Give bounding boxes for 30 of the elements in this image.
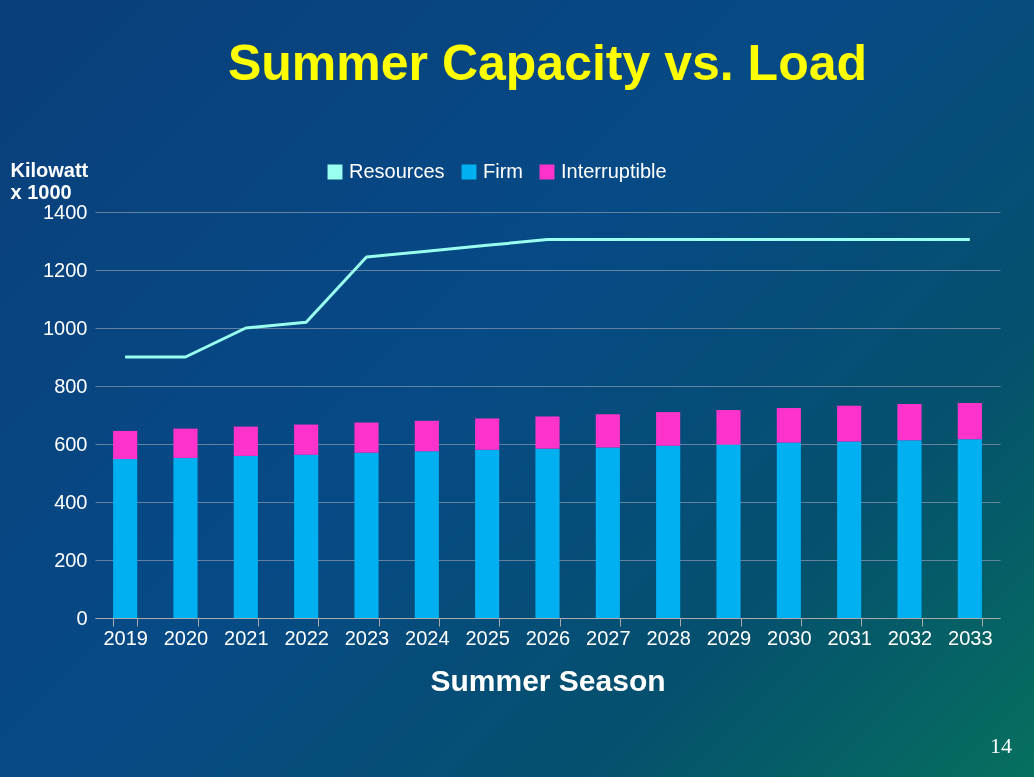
- x-tick-label: 2032: [887, 626, 933, 649]
- y-axis-title: Kilowatt x 1000: [10, 158, 89, 203]
- legend-label: Firm: [483, 160, 523, 182]
- x-tick-label: 2031: [827, 626, 872, 649]
- legend-label: Resources: [349, 160, 445, 182]
- text: 14: [990, 733, 1012, 759]
- y-tick-label: 1400: [43, 200, 88, 223]
- y-tick-label: 600: [54, 432, 88, 455]
- x-axis-title: Summer Season: [430, 663, 666, 697]
- x-tick-label: 2022: [284, 626, 329, 649]
- y-tick-label: 1200: [43, 258, 88, 281]
- y-tick-label: 200: [54, 548, 88, 571]
- x-tick-label: 2033: [948, 626, 993, 649]
- x-tick-label: 2027: [586, 626, 631, 649]
- y-tick-label: 800: [54, 374, 88, 397]
- y-tick-label: 400: [54, 490, 88, 513]
- y-tick-label: 0: [76, 606, 88, 629]
- x-tick-label: 2026: [525, 626, 571, 649]
- y-tick-label: 1000: [43, 316, 88, 339]
- x-tick-label: 2024: [405, 626, 450, 649]
- x-tick-label: 2019: [103, 626, 148, 649]
- x-tick-label: 2028: [646, 626, 691, 649]
- legend-label: Interruptible: [561, 160, 667, 182]
- x-tick-label: 2025: [465, 626, 510, 649]
- x-tick-label: 2029: [706, 626, 752, 649]
- x-tick-label: 2021: [224, 626, 269, 649]
- x-tick-label: 2023: [344, 626, 390, 649]
- x-tick-label: 2020: [163, 626, 209, 649]
- chart-title: Summer Capacity vs. Load: [227, 35, 868, 91]
- x-tick-label: 2030: [767, 626, 812, 649]
